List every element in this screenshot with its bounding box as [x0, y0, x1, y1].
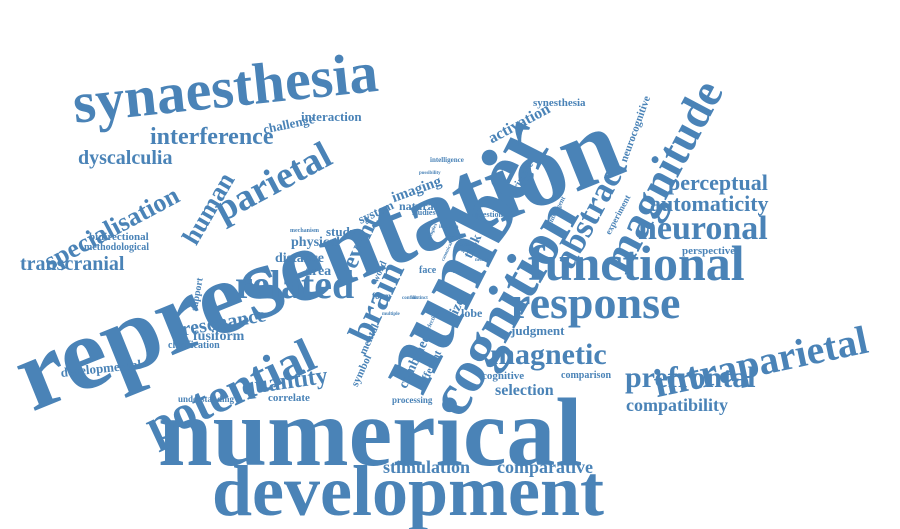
word-form: form — [372, 291, 391, 301]
word-basis: basis — [453, 270, 464, 275]
word-automaticity: automaticity — [650, 191, 769, 216]
word-distinct: distinct — [412, 296, 428, 301]
word-selection: selection — [495, 382, 554, 399]
word-compatibility: compatibility — [626, 395, 728, 415]
word-understanding: understanding — [178, 394, 235, 404]
word-synesthesia: synesthesia — [533, 97, 586, 109]
word-possibility: possibility — [419, 171, 441, 176]
word-intelligence: intelligence — [430, 156, 464, 164]
word-lobe: lobe — [461, 306, 483, 320]
word-cognitive: cognitive — [482, 370, 525, 382]
word-physical: physical — [291, 235, 341, 250]
word-question: question — [474, 210, 503, 219]
word-numerical: numerical — [158, 379, 583, 487]
word-comparative: comparative — [497, 457, 593, 477]
word-judgment: judgment — [511, 323, 565, 338]
word-functional: functional — [528, 235, 745, 291]
word-clarification: clarification — [168, 340, 220, 351]
word-correlate: correlate — [268, 392, 310, 404]
word-interaction: interaction — [301, 109, 362, 124]
word-perspective: perspective — [682, 245, 736, 257]
word-interference: interference — [150, 124, 274, 150]
word-neural: neural — [475, 258, 489, 263]
word-transcranial: transcranial — [20, 253, 125, 275]
word-magnetic: magnetic — [490, 338, 607, 371]
word-development: development — [212, 451, 604, 529]
word-stimulation: stimulation — [383, 457, 471, 477]
word-comparison: comparison — [561, 370, 611, 381]
word-processing: processing — [392, 395, 433, 405]
word-study: study — [326, 224, 357, 239]
word-bidirectional: bidirectional — [89, 231, 149, 243]
word-neuronal: neuronal — [638, 210, 768, 247]
word-perceptual: perceptual — [668, 170, 768, 195]
word-mechanism: mechanism — [290, 228, 319, 234]
word-related: related — [235, 262, 355, 307]
word-multiple: multiple — [382, 312, 400, 317]
word-response: response — [510, 277, 681, 328]
word-optimal: optimal — [460, 243, 477, 248]
word-conflict: conflict — [402, 296, 418, 301]
word-spatial: spatial — [461, 249, 476, 254]
word-natural: natural — [399, 199, 438, 213]
word-studies: studies — [412, 208, 436, 217]
word-methodological: methodological — [84, 242, 149, 253]
word-face: face — [419, 265, 437, 276]
word-initiation: initiation — [439, 225, 459, 230]
word-distance: distance — [275, 251, 324, 266]
word-prefrontal: prefrontal — [625, 361, 756, 394]
word-dyscalculia: dyscalculia — [78, 147, 173, 169]
word-area: area — [305, 264, 332, 279]
word-fusiform: fusiform — [193, 329, 245, 344]
word-fmri: fMRI — [448, 236, 460, 241]
